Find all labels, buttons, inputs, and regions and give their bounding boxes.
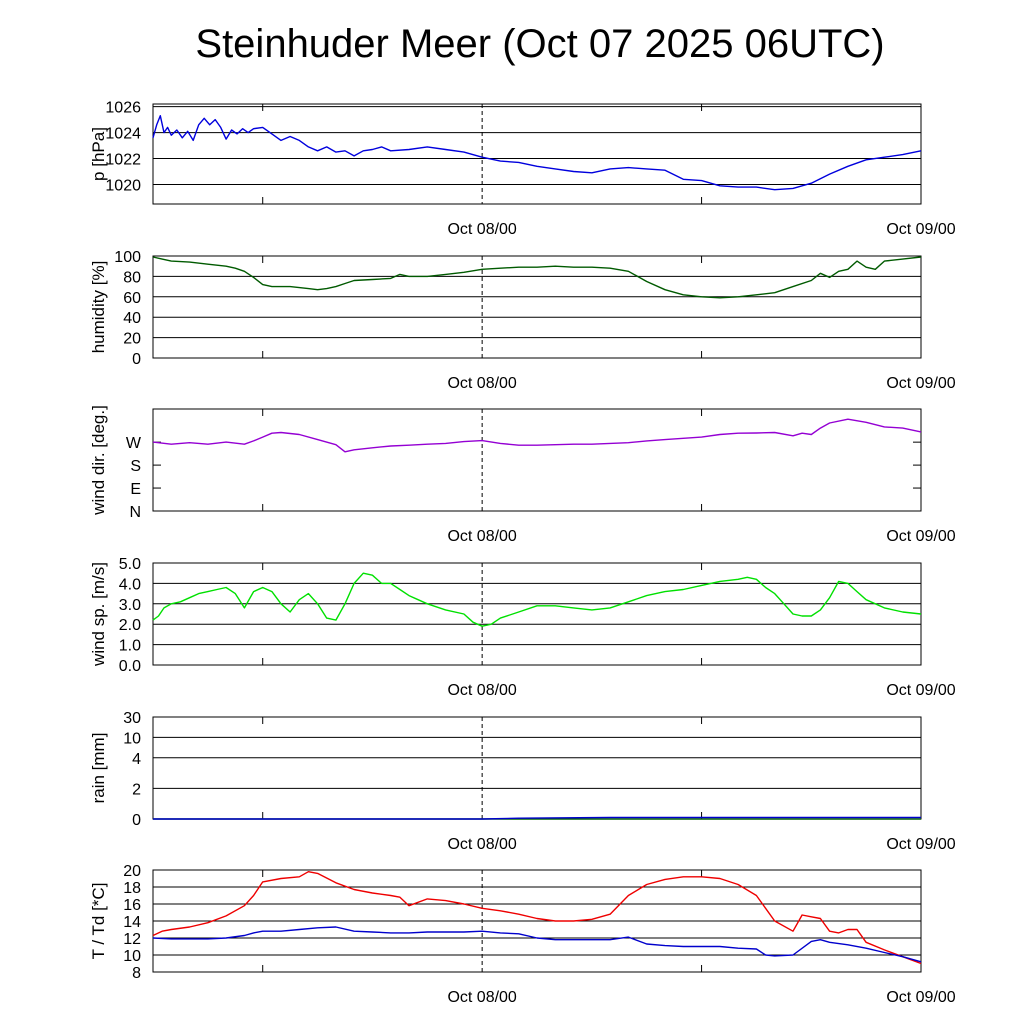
humidity-panel: 0 20 40 60 80 100 Oct 08/00 Oct 09/00 humidity [… — [89, 249, 956, 392]
rain-ylabel: rain [mm] — [89, 733, 108, 804]
temperature-ylabel: T / Td [*C] — [89, 883, 108, 960]
rain-xtick-label: Oct 09/00 — [886, 836, 955, 853]
pressure-series-line-0 — [152, 114, 922, 191]
wind-speed-ylabel: wind sp. [m/s] — [89, 562, 108, 667]
wind-speed-ytick-label: 4.0 — [119, 576, 141, 593]
wind-speed-xtick-label: Oct 08/00 — [447, 682, 516, 699]
humidity-frame — [152, 255, 922, 359]
rain-panel: 0 2 4 10 30 Oct 08/00 Oct 09/00 rain [mm] — [89, 710, 956, 853]
humidity-xtick-label: Oct 08/00 — [447, 375, 516, 392]
wind-speed-ytick-label: 5.0 — [119, 556, 141, 573]
temperature-ytick-label: 20 — [123, 863, 141, 880]
temperature-ytick-label: 8 — [132, 965, 141, 982]
temperature-ytick-label: 18 — [123, 880, 141, 897]
wind-speed-ytick-label: 1.0 — [119, 638, 141, 655]
humidity-ytick-label: 40 — [123, 310, 141, 327]
wind-speed-panel: 0.0 1.0 2.0 3.0 4.0 5.0 Oct 08/00 Oct 09/00 wind… — [89, 556, 956, 699]
pressure-panel: 1020 1022 1024 1026 Oct 08/00 Oct 09/00 p [hPa… — [89, 100, 956, 238]
wind-direction-series-line-0 — [152, 418, 922, 453]
pressure-ytick-label: 1022 — [105, 152, 141, 169]
humidity-ytick-label: 100 — [114, 249, 141, 266]
rain-ytick-label: 0 — [132, 812, 141, 829]
temperature-xtick-label: Oct 09/00 — [886, 989, 955, 1006]
temperature-frame — [152, 869, 922, 973]
humidity-series-line-0 — [152, 256, 922, 299]
temperature-ytick-label: 14 — [123, 914, 141, 931]
wind-direction-ytick-label: S — [130, 458, 141, 475]
rain-ytick-label: 4 — [132, 751, 141, 768]
humidity-ytick-label: 20 — [123, 331, 141, 348]
rain-ytick-label: 2 — [132, 781, 141, 798]
pressure-xtick-label: Oct 09/00 — [886, 221, 955, 238]
pressure-xtick-label: Oct 08/00 — [447, 221, 516, 238]
wind-speed-ytick-label: 0.0 — [119, 658, 141, 675]
temperature-ytick-label: 12 — [123, 931, 141, 948]
rain-ytick-label: 30 — [123, 710, 141, 727]
chart-title: Steinhuder Meer (Oct 07 2025 06UTC) — [195, 22, 885, 66]
wind-direction-ytick-label: W — [126, 435, 142, 452]
pressure-ylabel: p [hPa] — [89, 127, 108, 181]
rain-series-line-1 — [153, 816, 921, 820]
wind-direction-ytick-label: E — [130, 481, 141, 498]
humidity-xtick-label: Oct 09/00 — [886, 375, 955, 392]
wind-speed-series-line-0 — [152, 572, 922, 627]
temperature-series-line-t — [152, 871, 922, 965]
wind-direction-frame — [152, 408, 922, 512]
temperature-series-line-td — [152, 926, 922, 963]
wind-speed-xtick-label: Oct 09/00 — [886, 682, 955, 699]
pressure-ytick-label: 1020 — [105, 178, 141, 195]
temperature-ytick-label: 16 — [123, 897, 141, 914]
humidity-ytick-label: 80 — [123, 269, 141, 286]
wind-speed-ytick-label: 3.0 — [119, 597, 141, 614]
wind-speed-frame — [152, 562, 922, 666]
pressure-ytick-label: 1024 — [105, 126, 141, 143]
rain-frame — [152, 716, 922, 820]
rain-ytick-label: 10 — [123, 730, 141, 747]
wind-speed-ytick-label: 2.0 — [119, 617, 141, 634]
temperature-ytick-label: 10 — [123, 948, 141, 965]
wind-direction-xtick-label: Oct 08/00 — [447, 528, 516, 545]
humidity-ytick-label: 0 — [132, 351, 141, 368]
rain-xtick-label: Oct 08/00 — [447, 836, 516, 853]
temperature-xtick-label: Oct 08/00 — [447, 989, 516, 1006]
wind-direction-xtick-label: Oct 09/00 — [886, 528, 955, 545]
wind-direction-ytick-label: N — [129, 504, 141, 521]
pressure-ytick-label: 1026 — [105, 100, 141, 117]
humidity-ytick-label: 60 — [123, 290, 141, 307]
humidity-ylabel: humidity [%] — [89, 261, 108, 354]
wind-direction-ylabel: wind dir. [deg.] — [89, 405, 108, 516]
pressure-frame — [152, 103, 922, 205]
